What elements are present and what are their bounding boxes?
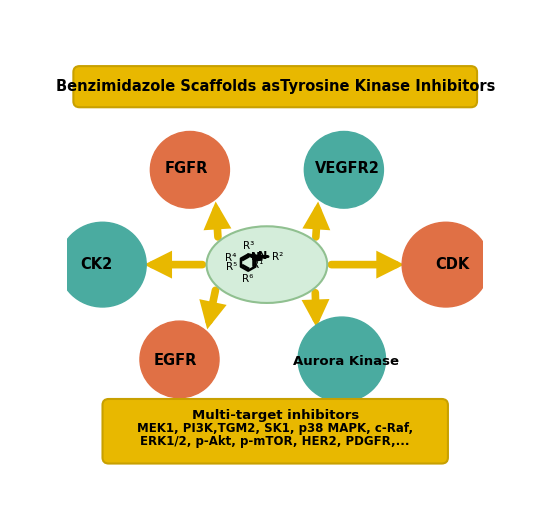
Text: N: N xyxy=(251,252,260,262)
Polygon shape xyxy=(192,177,223,204)
Polygon shape xyxy=(417,248,422,281)
Polygon shape xyxy=(314,331,340,351)
Polygon shape xyxy=(127,246,137,283)
Polygon shape xyxy=(306,322,340,351)
Polygon shape xyxy=(183,326,213,353)
Polygon shape xyxy=(318,177,342,195)
Text: R⁴: R⁴ xyxy=(226,253,237,263)
Text: R²: R² xyxy=(272,252,284,261)
Polygon shape xyxy=(192,177,215,195)
Text: CK2: CK2 xyxy=(80,257,112,272)
Polygon shape xyxy=(127,248,132,281)
Text: Aurora Kinase: Aurora Kinase xyxy=(293,355,398,367)
Text: Benzimidazole Scaffolds asTyrosine Kinase Inhibitors: Benzimidazole Scaffolds asTyrosine Kinas… xyxy=(55,79,495,94)
Text: R³: R³ xyxy=(243,241,254,251)
Circle shape xyxy=(304,132,383,208)
Ellipse shape xyxy=(207,226,327,303)
Text: R⁵: R⁵ xyxy=(226,263,237,272)
Circle shape xyxy=(140,321,219,398)
Text: ERK1/2, p-Akt, p-mTOR, HER2, PDGFR,...: ERK1/2, p-Akt, p-mTOR, HER2, PDGFR,... xyxy=(141,435,410,448)
Text: R⁶: R⁶ xyxy=(243,274,254,285)
Text: N: N xyxy=(258,251,267,261)
Text: EGFR: EGFR xyxy=(154,354,197,368)
FancyBboxPatch shape xyxy=(103,399,448,464)
Polygon shape xyxy=(311,177,342,204)
Text: FGFR: FGFR xyxy=(164,161,208,176)
Text: Multi-target inhibitors: Multi-target inhibitors xyxy=(192,409,359,422)
Polygon shape xyxy=(183,334,205,353)
Text: MEK1, PI3K,TGM2, SK1, p38 MAPK, c-Raf,: MEK1, PI3K,TGM2, SK1, p38 MAPK, c-Raf, xyxy=(137,421,413,434)
Circle shape xyxy=(150,132,229,208)
Circle shape xyxy=(59,222,146,307)
Text: VEGFR2: VEGFR2 xyxy=(315,161,380,176)
Polygon shape xyxy=(411,246,422,283)
FancyBboxPatch shape xyxy=(74,66,477,107)
Circle shape xyxy=(298,317,386,402)
Text: CDK: CDK xyxy=(435,257,469,272)
Circle shape xyxy=(402,222,490,307)
Text: R¹: R¹ xyxy=(252,260,264,270)
